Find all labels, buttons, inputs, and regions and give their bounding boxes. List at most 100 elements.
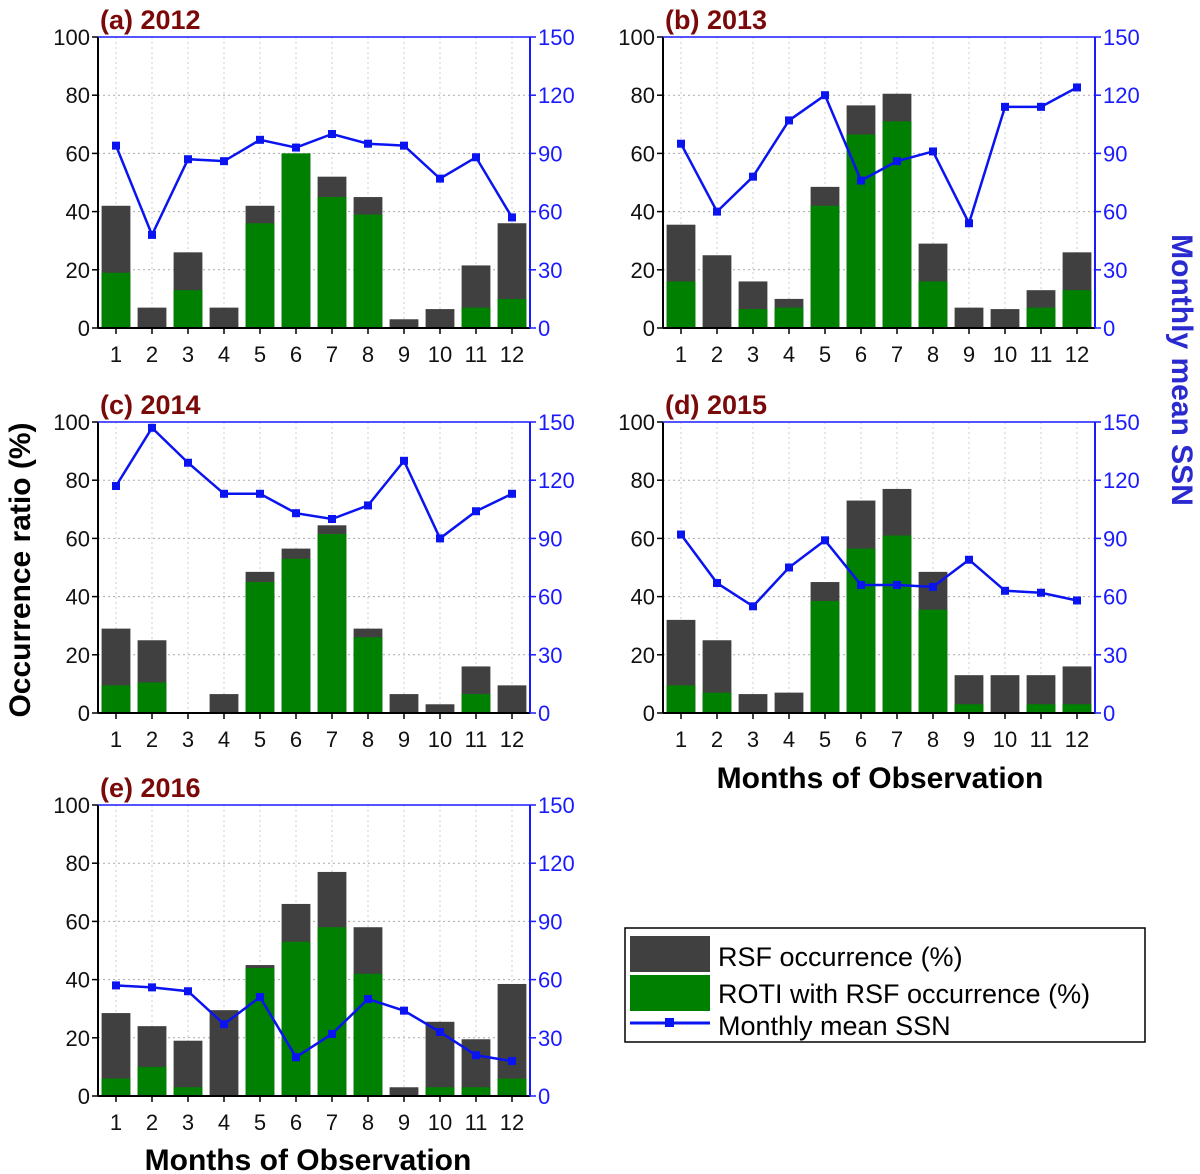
y2-tick-label: 90 [1103, 526, 1127, 551]
x-tick-label: 10 [993, 727, 1017, 752]
y2-tick-label: 60 [538, 968, 562, 993]
y-tick-label: 0 [78, 316, 90, 341]
legend-label-roti: ROTI with RSF occurrence (%) [718, 979, 1090, 1009]
y-tick-label: 60 [66, 141, 90, 166]
ssn-marker-month-12 [1073, 83, 1081, 92]
x-tick-label: 6 [290, 1110, 302, 1135]
ssn-marker-month-6 [292, 509, 300, 518]
y2-tick-label: 60 [1103, 585, 1127, 610]
bar-rsf-month-4 [209, 307, 239, 328]
x-tick-label: 3 [747, 342, 759, 367]
bar-roti-month-2 [137, 682, 167, 713]
x-tick-label: 5 [254, 1110, 266, 1135]
bar-roti-month-7 [882, 535, 912, 713]
x-tick-label: 4 [783, 342, 795, 367]
y2-tick-label: 0 [1103, 316, 1115, 341]
bar-rsf-month-12 [497, 983, 527, 1096]
y2-tick-label: 120 [1103, 468, 1140, 493]
ssn-marker-month-10 [1001, 586, 1009, 595]
legend-marker-ssn [665, 1018, 674, 1027]
x-tick-label: 2 [711, 727, 723, 752]
y-tick-label: 60 [631, 526, 655, 551]
y-tick-label: 60 [66, 526, 90, 551]
ssn-marker-month-9 [400, 141, 408, 150]
bar-roti-month-11 [461, 307, 491, 328]
x-tick-label: 5 [819, 727, 831, 752]
y-tick-label: 80 [66, 83, 90, 108]
y2-tick-label: 90 [538, 141, 562, 166]
ssn-marker-month-9 [400, 456, 408, 465]
y2-tick-label: 150 [538, 793, 575, 818]
x-tick-label: 4 [783, 727, 795, 752]
ssn-line [679, 533, 1078, 608]
bar-rsf-month-9 [389, 1087, 419, 1096]
bar-roti-month-8 [353, 973, 383, 1096]
x-tick-label: 11 [465, 1110, 488, 1135]
y-tick-label: 0 [78, 701, 90, 726]
y-tick-label: 100 [53, 25, 90, 50]
y2-tick-label: 120 [1103, 83, 1140, 108]
bar-roti-month-1 [101, 272, 131, 328]
ssn-marker-month-4 [220, 157, 228, 166]
ssn-marker-month-8 [929, 147, 937, 156]
x-tick-label: 3 [182, 1110, 194, 1135]
ssn-marker-month-2 [148, 230, 156, 239]
x-tick-label: 12 [500, 342, 524, 367]
bar-roti-month-7 [317, 197, 347, 328]
ssn-marker-month-8 [364, 995, 372, 1003]
y-axis-label: Occurrence ratio (%) [4, 422, 37, 717]
y2-tick-label: 150 [538, 410, 575, 435]
bar-roti-month-8 [918, 609, 948, 713]
ssn-marker-month-5 [256, 489, 264, 498]
y-tick-label: 100 [618, 410, 655, 435]
ssn-marker-month-10 [436, 534, 444, 543]
bar-roti-month-12 [497, 298, 527, 328]
y-tick-label: 40 [66, 968, 90, 993]
panel-title: (d) 2015 [665, 390, 767, 420]
ssn-marker-month-2 [148, 983, 156, 992]
x-tick-label: 11 [465, 342, 488, 367]
bar-roti-month-5 [245, 967, 275, 1096]
x-tick-label: 10 [428, 1110, 452, 1135]
ssn-marker-month-11 [472, 1051, 480, 1060]
y-tick-label: 40 [66, 585, 90, 610]
bar-rsf-month-2 [702, 255, 732, 328]
ssn-marker-month-1 [677, 530, 685, 539]
ssn-marker-month-11 [472, 153, 480, 162]
bar-roti-month-2 [137, 1066, 167, 1096]
bar-rsf-month-3 [173, 1040, 203, 1096]
bar-roti-month-6 [281, 558, 311, 713]
bar-rsf-month-4 [209, 694, 239, 713]
x-tick-label: 1 [675, 727, 687, 752]
ssn-marker-month-12 [508, 489, 516, 498]
y-tick-label: 20 [631, 643, 655, 668]
x-tick-label: 9 [398, 342, 410, 367]
ssn-marker-month-12 [508, 1057, 516, 1066]
bar-roti-month-7 [882, 121, 912, 328]
ssn-marker-month-8 [364, 139, 372, 148]
ssn-line [115, 984, 513, 1063]
x-tick-label: 3 [182, 727, 194, 752]
x-tick-label: 4 [218, 727, 230, 752]
legend-swatch-roti [630, 975, 710, 1011]
ssn-marker-month-6 [857, 176, 865, 185]
ssn-marker-month-7 [893, 580, 901, 589]
x-tick-label: 8 [927, 727, 939, 752]
ssn-marker-month-5 [256, 135, 264, 144]
bar-rsf-month-10 [990, 309, 1020, 328]
y-tick-label: 80 [631, 468, 655, 493]
legend-box [624, 927, 1146, 1043]
bar-rsf-month-9 [954, 307, 984, 328]
y-tick-label: 40 [631, 200, 655, 225]
x-tick-label: 9 [963, 727, 975, 752]
y-tick-label: 20 [66, 1026, 90, 1051]
ssn-marker-month-6 [292, 1053, 300, 1062]
x-tick-label: 2 [711, 342, 723, 367]
bar-roti-month-8 [353, 637, 383, 713]
bar-rsf-month-3 [738, 694, 768, 713]
ssn-marker-month-11 [472, 507, 480, 516]
y-tick-label: 100 [618, 25, 655, 50]
